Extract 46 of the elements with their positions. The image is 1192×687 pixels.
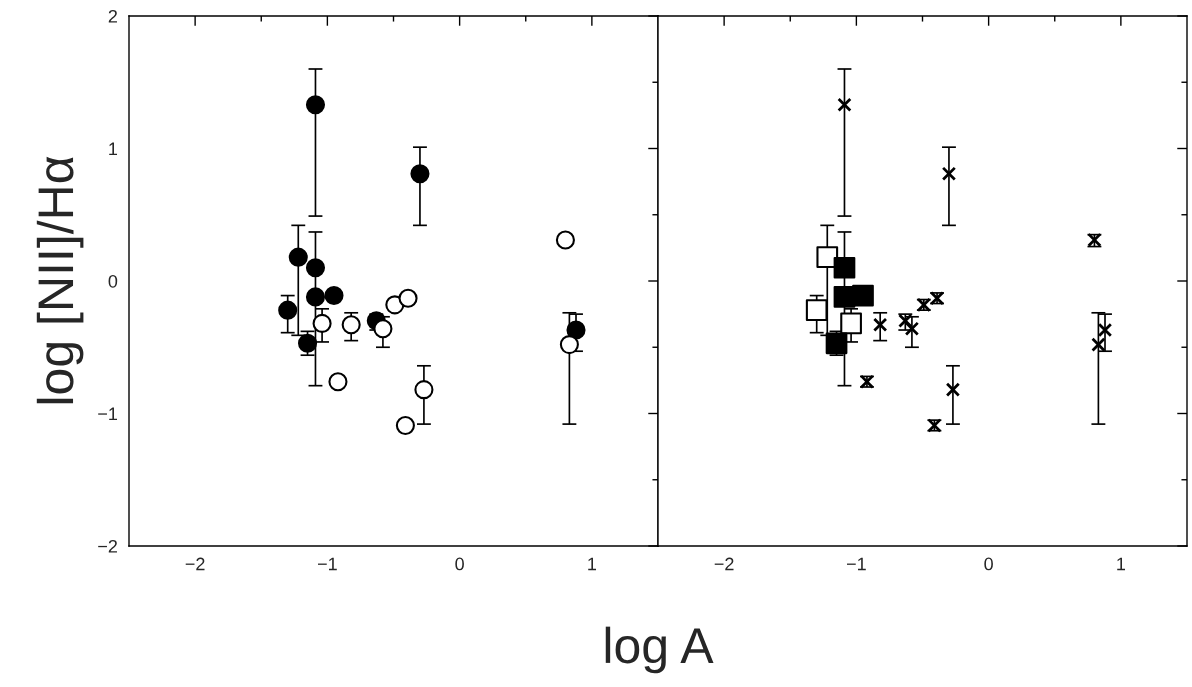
x-tick-label: 0	[455, 557, 464, 571]
point	[805, 299, 828, 322]
point	[373, 319, 393, 339]
point	[278, 300, 298, 320]
point	[555, 230, 575, 250]
x-tick-label: 0	[984, 557, 993, 571]
x-axis-title: log A	[605, 626, 714, 674]
point	[837, 97, 852, 112]
y-axis-title: log [NII]/Hα	[36, 156, 84, 404]
point	[305, 95, 326, 115]
point	[566, 320, 586, 340]
x-tick-label: −2	[714, 557, 734, 571]
point	[904, 321, 920, 336]
point	[312, 313, 332, 333]
point	[852, 284, 874, 307]
point	[941, 166, 957, 181]
point	[1097, 322, 1113, 338]
point	[288, 247, 308, 267]
point	[385, 295, 405, 315]
point	[840, 312, 862, 335]
point	[410, 164, 430, 184]
x-tick-label: −1	[846, 557, 866, 571]
point	[324, 286, 344, 306]
point	[833, 256, 856, 279]
point	[414, 380, 434, 400]
x-tick-label: −2	[185, 557, 205, 571]
x-tick-label: 1	[588, 557, 597, 571]
x-tick-label: −1	[317, 557, 337, 571]
y-tick-label: −2	[98, 539, 117, 553]
point	[395, 415, 415, 435]
point	[1091, 337, 1106, 352]
point	[328, 372, 348, 392]
point	[945, 382, 961, 397]
y-tick-label: 0	[108, 274, 118, 288]
point	[559, 335, 579, 355]
point	[305, 287, 326, 307]
x-tick-label: 1	[1117, 557, 1126, 571]
point	[305, 258, 326, 278]
point	[398, 288, 418, 308]
point	[297, 333, 318, 353]
y-tick-label: 2	[108, 9, 117, 23]
point	[872, 317, 888, 332]
point	[816, 246, 839, 269]
y-tick-label: −1	[98, 407, 118, 421]
y-tick-label: 1	[109, 142, 118, 156]
point	[341, 315, 361, 335]
